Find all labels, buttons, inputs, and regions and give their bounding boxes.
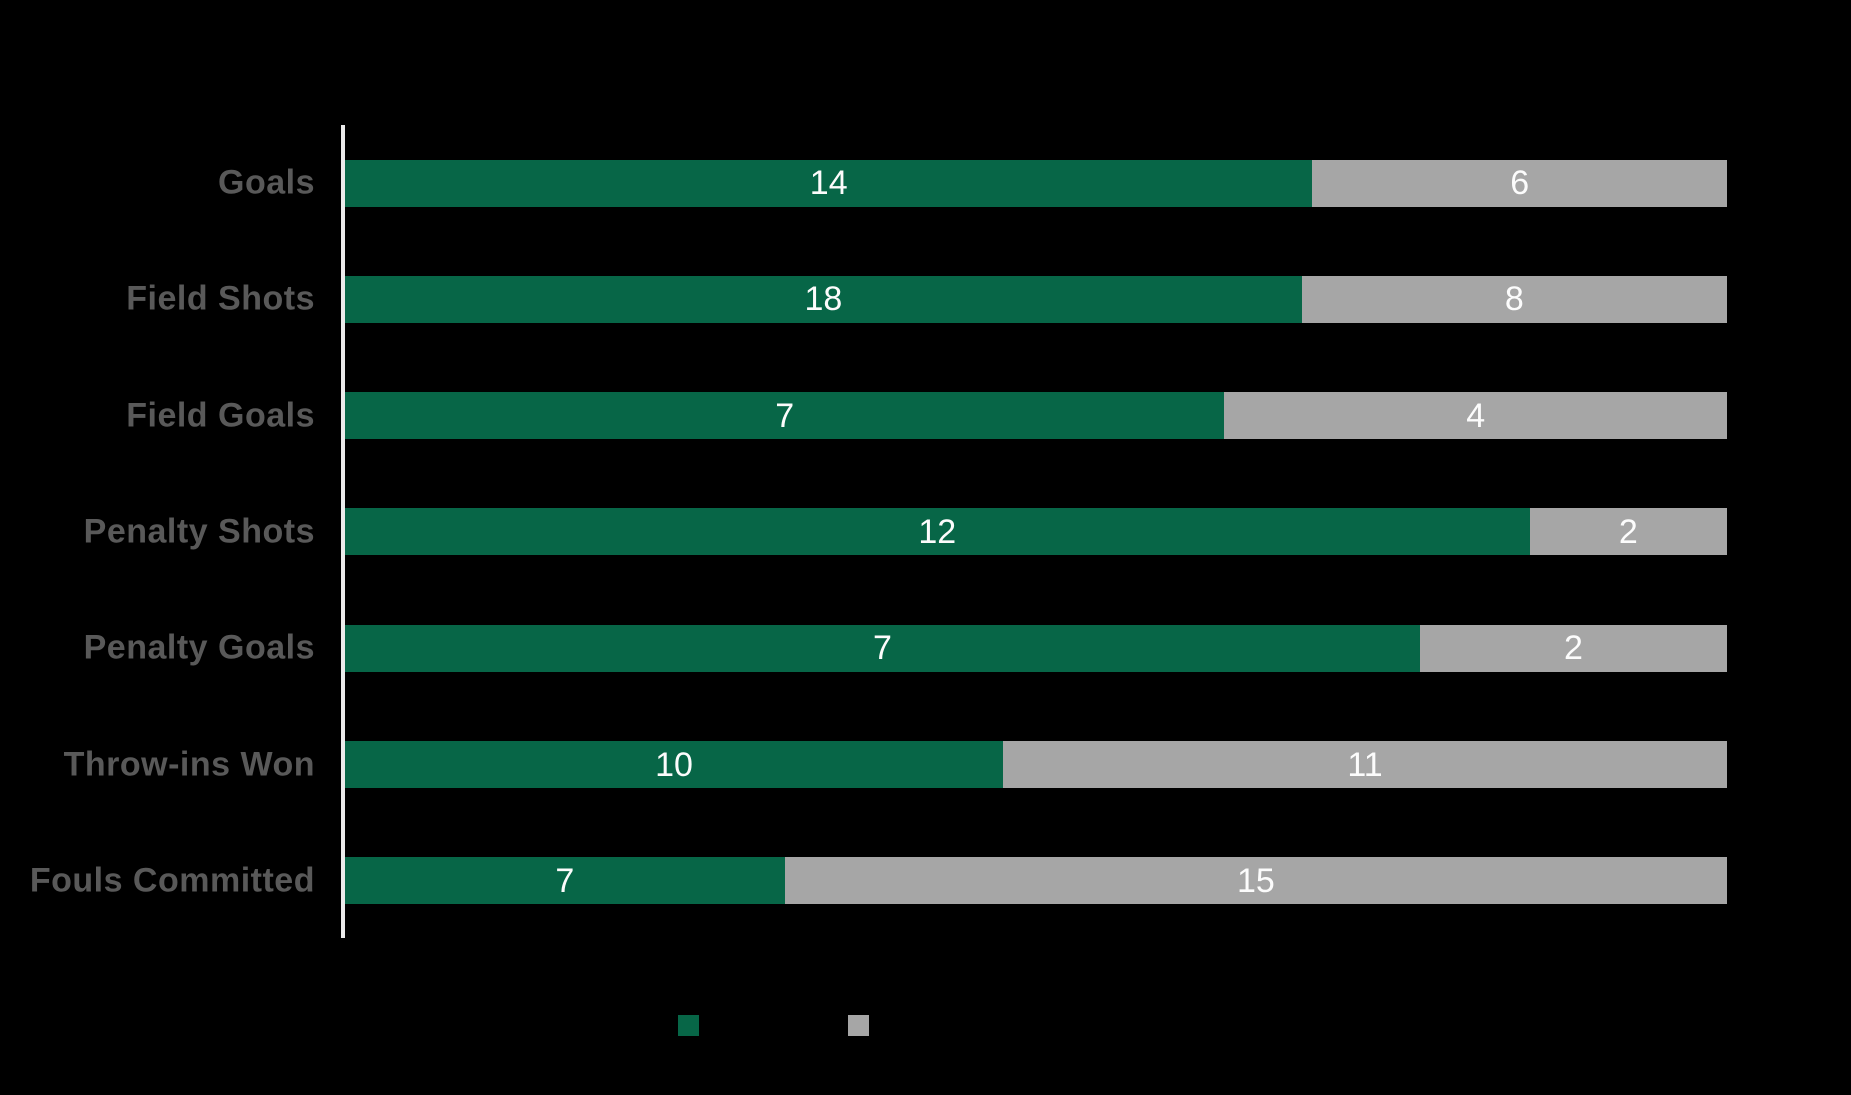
- chart-row-field-goals: Field Goals 7 4: [126, 358, 1727, 474]
- plot-area: Goals 14 6 Field Shots 18 8: [30, 125, 1727, 939]
- bar-segment-green: 10: [345, 741, 1004, 789]
- data-label: 2: [1618, 512, 1638, 551]
- data-label: 6: [1510, 164, 1530, 203]
- category-label: Goals: [218, 163, 315, 202]
- data-label: 7: [872, 629, 892, 668]
- data-label: 7: [775, 396, 795, 435]
- chart-row-penalty-goals: Penalty Goals 7 2: [84, 590, 1727, 706]
- data-label: 10: [655, 745, 693, 784]
- bar-segment-green: 18: [345, 275, 1302, 323]
- bar-segment-gray: 11: [1003, 741, 1727, 789]
- bar-field-goals: 7 4: [345, 392, 1727, 440]
- bar-segment-gray: 2: [1419, 624, 1727, 672]
- bar-penalty-shots: 12 2: [345, 508, 1727, 556]
- chart-row-goals: Goals 14 6: [218, 125, 1727, 241]
- green-square-swatch-icon: [678, 1015, 699, 1036]
- chart-row-penalty-shots: Penalty Shots 12 2: [84, 474, 1727, 590]
- bar-segment-gray: 8: [1301, 275, 1727, 323]
- chart-row-field-shots: Field Shots 18 8: [126, 241, 1727, 357]
- category-label: Penalty Goals: [83, 628, 315, 667]
- chart-row-fouls-committed: Fouls Committed 7 15: [30, 823, 1727, 939]
- data-label: 18: [804, 280, 843, 319]
- gray-square-swatch-icon: [848, 1015, 869, 1036]
- bar-segment-gray: 6: [1312, 159, 1727, 207]
- data-label: 7: [555, 861, 575, 900]
- bar-penalty-goals: 7 2: [345, 624, 1727, 672]
- bar-field-shots: 18 8: [345, 275, 1727, 323]
- data-label: 8: [1504, 280, 1524, 319]
- bar-segment-gray: 15: [784, 857, 1727, 905]
- bar-segment-green: 7: [345, 624, 1420, 672]
- bar-segment-green: 7: [345, 857, 785, 905]
- category-label: Penalty Shots: [83, 512, 315, 551]
- chart-row-throw-ins-won: Throw-ins Won 10 11: [64, 706, 1727, 822]
- category-label: Field Goals: [126, 396, 315, 435]
- data-label: 15: [1236, 861, 1275, 900]
- data-label: 12: [918, 512, 957, 551]
- bar-segment-gray: 4: [1224, 392, 1727, 440]
- category-label: Fouls Committed: [29, 861, 315, 900]
- bar-fouls-committed: 7 15: [345, 857, 1727, 905]
- bar-segment-gray: 2: [1529, 508, 1727, 556]
- bar-throw-ins-won: 10 11: [345, 741, 1727, 789]
- category-label: Field Shots: [126, 279, 315, 318]
- bar-segment-green: 7: [345, 392, 1225, 440]
- legend: [0, 1015, 1851, 1037]
- data-label: 14: [809, 164, 848, 203]
- category-label: Throw-ins Won: [63, 745, 315, 784]
- data-label: 11: [1347, 745, 1383, 784]
- bar-segment-green: 14: [345, 159, 1313, 207]
- data-label: 2: [1563, 629, 1583, 668]
- y-axis-line: [341, 125, 345, 938]
- bar-goals: 14 6: [345, 159, 1727, 207]
- data-label: 4: [1466, 396, 1486, 435]
- bar-segment-green: 12: [345, 508, 1530, 556]
